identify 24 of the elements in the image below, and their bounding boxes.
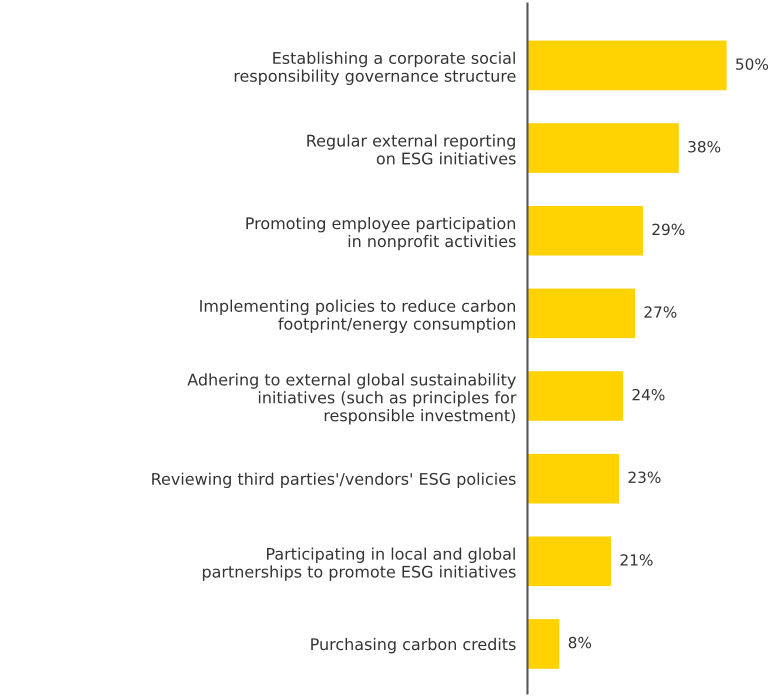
y-tick-label: Regular external reporting on ESG initiatives: [307, 134, 516, 165]
data-label: 23%: [628, 472, 661, 484]
bar: [527, 288, 636, 338]
y-tick-label: Establishing a corporate social responsibility governance structure: [234, 52, 516, 86]
bar: [527, 123, 679, 173]
y-tick-label: Purchasing carbon credits: [311, 638, 516, 654]
data-label: 38%: [688, 140, 720, 153]
data-label: 29%: [652, 224, 684, 236]
y-tick-label: Implementing policies to reduce carbon footprint/energy consumption: [200, 300, 516, 333]
bar: [527, 619, 560, 669]
data-label: 27%: [644, 306, 676, 318]
bar: [527, 536, 612, 586]
data-label: 50%: [736, 58, 768, 70]
y-tick-label: Adhering to external global sustainability initiatives (such as principles for responsible investment): [187, 373, 516, 425]
bar: [527, 454, 620, 504]
y-tick-label: Participating in local and global partnerships to promote ESG initiatives: [202, 547, 516, 581]
y-tick-label: Reviewing third parties'/vendors' ESG policies: [152, 472, 516, 488]
bar: [527, 206, 643, 256]
y-tick-label: Promoting employee participation in nonprofit activities: [246, 216, 516, 250]
data-label: 24%: [632, 388, 665, 400]
bar: [527, 40, 727, 90]
data-label: 21%: [620, 554, 653, 566]
data-label: 8%: [568, 636, 592, 648]
bar: [527, 371, 624, 421]
